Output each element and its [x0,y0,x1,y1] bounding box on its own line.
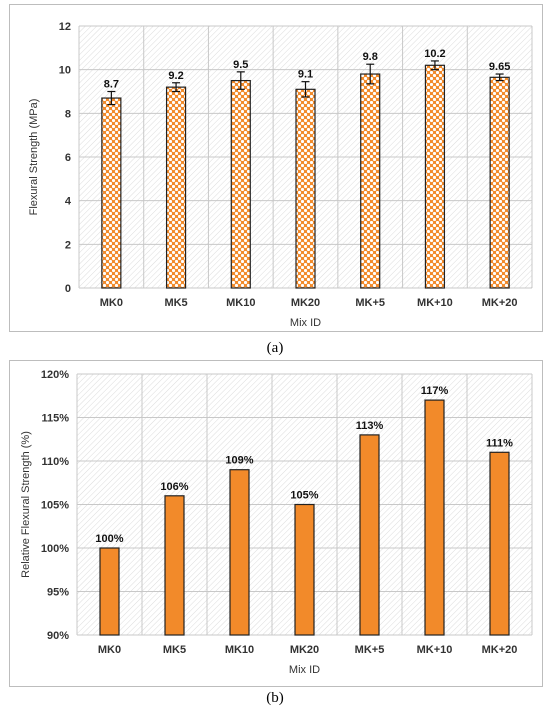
x-tick-label: MK+20 [482,644,518,656]
chart-b-svg: 90% 95% 100% 105% 110% 115% 120% 100% MK0 106% MK5… [20,369,533,676]
bar-MK5 [165,86,187,289]
y-tick-label: 110% [41,456,69,468]
x-tick-label: MK0 [98,644,121,656]
data-label: 9.2 [168,70,183,82]
bar-MK10 [229,469,250,636]
bar-MK5 [164,495,185,636]
y-tick-label: 6 [65,152,71,164]
chart-panel-b: 90% 95% 100% 105% 110% 115% 120% 100% MK0 106% MK5… [9,360,543,687]
bar-MK+20 [489,451,510,636]
x-tick-label: MK+10 [417,297,453,309]
data-label: 9.1 [298,69,313,81]
y-tick-label: 10 [59,65,71,77]
y-tick-label: 0 [65,283,71,295]
x-tick-label: MK+5 [355,297,385,309]
data-label: 113% [356,420,384,432]
x-tick-label: MK20 [290,644,319,656]
y-tick-label: 2 [65,239,71,251]
data-label: 109% [225,455,253,467]
y-tick-label: 90% [47,630,69,642]
chart-a-svg: 0 2 4 6 8 10 12 8.7 MK0 9.2 MK5 9.5 MK10 9.1 MK20 9.8 MK… [28,21,533,329]
caption-b: (b) [266,690,284,706]
x-tick-label: MK10 [225,644,254,656]
x-tick-label: MK5 [163,644,186,656]
y-tick-label: 115% [41,413,69,425]
x-tick-label: MK20 [291,297,320,309]
chart-panel-a: 0 2 4 6 8 10 12 8.7 MK0 9.2 MK5 9.5 MK10 9.1 MK20 9.8 MK… [9,4,543,332]
x-tick-label: MK+5 [355,644,385,656]
y-tick-label: 4 [65,196,72,208]
bar-MK0 [99,547,120,636]
x-axis-title: Mix ID [290,317,321,329]
y-tick-label: 8 [65,108,71,120]
data-label: 105% [290,490,318,502]
x-tick-label: MK+20 [482,297,518,309]
caption-a: (a) [266,340,284,356]
x-tick-label: MK0 [100,297,123,309]
data-label: 111% [486,437,513,449]
bar-MK0 [101,97,122,289]
x-tick-label: MK5 [164,297,187,309]
y-tick-label: 105% [41,500,69,512]
y-tick-label: 120% [41,369,69,381]
data-label: 117% [421,385,449,397]
data-label: 100% [95,533,123,545]
bar-MK+20 [489,76,510,289]
bar-MK10 [230,79,251,289]
bar-MK20 [295,88,316,289]
bar-MK+10 [424,64,446,289]
data-label: 9.65 [489,61,510,73]
y-axis-title: Relative Flexural Strength (%) [20,431,32,578]
data-label: 9.8 [363,51,378,63]
x-tick-label: MK+10 [417,644,453,656]
data-label: 8.7 [104,79,119,91]
bar-MK+5 [360,73,381,289]
y-tick-label: 95% [47,587,69,599]
y-tick-label: 100% [41,543,69,555]
bar-MK+10 [424,399,445,636]
x-tick-label: MK10 [226,297,255,309]
bar-MK20 [294,503,315,636]
bar-MK+5 [359,434,380,636]
y-axis-title: Flexural Strength (MPa) [28,99,40,216]
data-label: 9.5 [233,59,248,71]
data-label: 10.2 [424,48,445,60]
y-tick-label: 12 [59,21,71,33]
data-label: 106% [160,481,188,493]
x-axis-title: Mix ID [289,664,320,676]
